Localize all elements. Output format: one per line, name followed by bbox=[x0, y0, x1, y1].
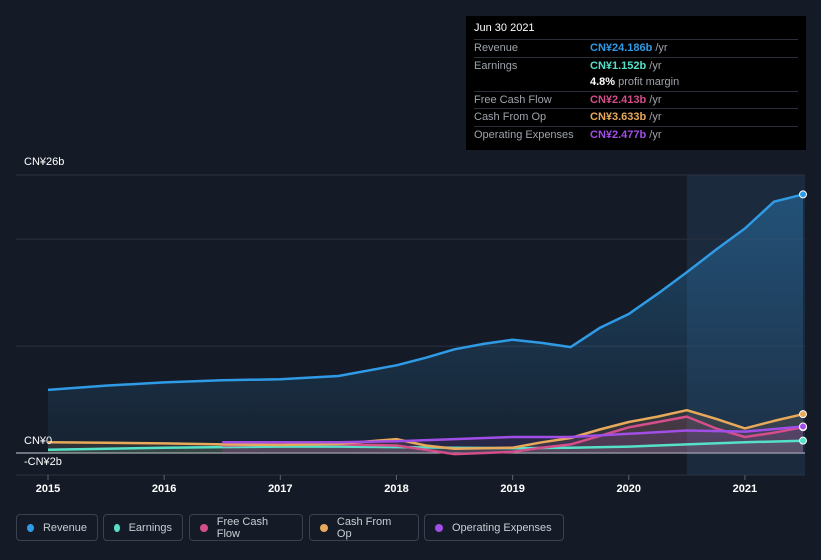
legend-item-cash-from-op[interactable]: Cash From Op bbox=[309, 514, 419, 541]
tooltip-unit: /yr bbox=[649, 111, 662, 124]
y-tick-label-bottom: -CN¥2b bbox=[24, 456, 62, 468]
series-endpoint-operating-expenses bbox=[799, 422, 807, 431]
y-tick-label-zero: CN¥0 bbox=[24, 435, 53, 447]
series-area-cash-from-op bbox=[48, 410, 803, 453]
legend-label: Earnings bbox=[128, 521, 172, 534]
tooltip-unit: /yr bbox=[649, 93, 662, 106]
series-area-revenue bbox=[48, 194, 803, 453]
series-line-revenue bbox=[47, 193, 804, 392]
y-tick-label-top: CN¥26b bbox=[24, 156, 65, 168]
tooltip-value: CN¥3.633b bbox=[590, 111, 647, 124]
tooltip-date: Jun 30 2021 bbox=[474, 22, 535, 34]
tooltip-label: Free Cash Flow bbox=[474, 93, 552, 106]
series-line-earnings bbox=[47, 439, 804, 452]
legend-item-revenue[interactable]: Revenue bbox=[16, 514, 98, 541]
tooltip-row-operating-expenses: Operating Expenses CN¥2.477b /yr bbox=[474, 125, 798, 144]
x-tick-label-2018: 2018 bbox=[384, 483, 408, 495]
x-tick-label-2016: 2016 bbox=[152, 483, 176, 495]
legend-dot-icon bbox=[200, 523, 208, 532]
tooltip-value: CN¥1.152b bbox=[590, 59, 647, 72]
legend-dot-icon bbox=[435, 523, 443, 532]
tooltip-value: CN¥2.477b bbox=[590, 128, 647, 141]
series-endpoint-cash-from-op bbox=[799, 410, 807, 419]
tooltip-unit: /yr bbox=[649, 128, 662, 141]
series-line-free-cash-flow bbox=[222, 415, 804, 456]
series-endpoint-revenue bbox=[799, 190, 807, 199]
series-line-cash-from-op bbox=[47, 408, 804, 450]
legend-item-free-cash-flow[interactable]: Free Cash Flow bbox=[189, 514, 303, 541]
tooltip-row-revenue: Revenue CN¥24.186b /yr bbox=[474, 39, 798, 57]
legend-dot-icon bbox=[320, 523, 328, 532]
tooltip-label: Revenue bbox=[474, 42, 519, 55]
x-tick-label-2017: 2017 bbox=[268, 483, 292, 495]
legend-item-earnings[interactable]: Earnings bbox=[103, 514, 183, 541]
tooltip-label: Earnings bbox=[474, 59, 518, 72]
x-tick-label-2019: 2019 bbox=[500, 483, 524, 495]
x-tick-label-2015: 2015 bbox=[36, 483, 60, 495]
tooltip-row-free-cash-flow: Free Cash Flow CN¥2.413b /yr bbox=[474, 90, 798, 109]
x-tick-label-2021: 2021 bbox=[733, 483, 757, 495]
legend-label: Free Cash Flow bbox=[216, 515, 269, 540]
tooltip-label: Operating Expenses bbox=[474, 128, 574, 141]
series-line-operating-expenses bbox=[222, 425, 804, 444]
legend-dot-icon bbox=[27, 523, 34, 532]
tooltip-value: CN¥2.413b bbox=[590, 93, 647, 106]
tooltip-row-earnings: Earnings CN¥1.152b /yr bbox=[474, 56, 798, 75]
tooltip-label: Cash From Op bbox=[474, 111, 547, 124]
tooltip-unit: /yr bbox=[655, 42, 668, 55]
tooltip-row-cash-from-op: Cash From Op CN¥3.633b /yr bbox=[474, 108, 798, 126]
x-tick-label-2020: 2020 bbox=[617, 483, 641, 495]
tooltip-unit: /yr bbox=[649, 59, 662, 72]
legend-label: Operating Expenses bbox=[452, 521, 552, 534]
x-axis: 2015 2016 2017 2018 2019 2020 2021 bbox=[36, 475, 757, 495]
legend-label: Revenue bbox=[42, 521, 87, 534]
legend-dot-icon bbox=[114, 523, 120, 532]
legend-label: Cash From Op bbox=[336, 515, 392, 540]
legend-item-operating-expenses[interactable]: Operating Expenses bbox=[424, 514, 564, 541]
tooltip-panel: Jun 30 2021 Revenue CN¥24.186b /yr Earni… bbox=[466, 16, 806, 150]
tooltip-value: 4.8% bbox=[590, 76, 616, 89]
tooltip-value: CN¥24.186b bbox=[590, 42, 653, 55]
tooltip-unit: profit margin bbox=[618, 76, 680, 89]
series-area-earnings bbox=[48, 440, 803, 453]
series-endpoint-earnings bbox=[799, 436, 807, 445]
tooltip-row-profit-margin: 4.8% profit margin bbox=[474, 74, 798, 91]
